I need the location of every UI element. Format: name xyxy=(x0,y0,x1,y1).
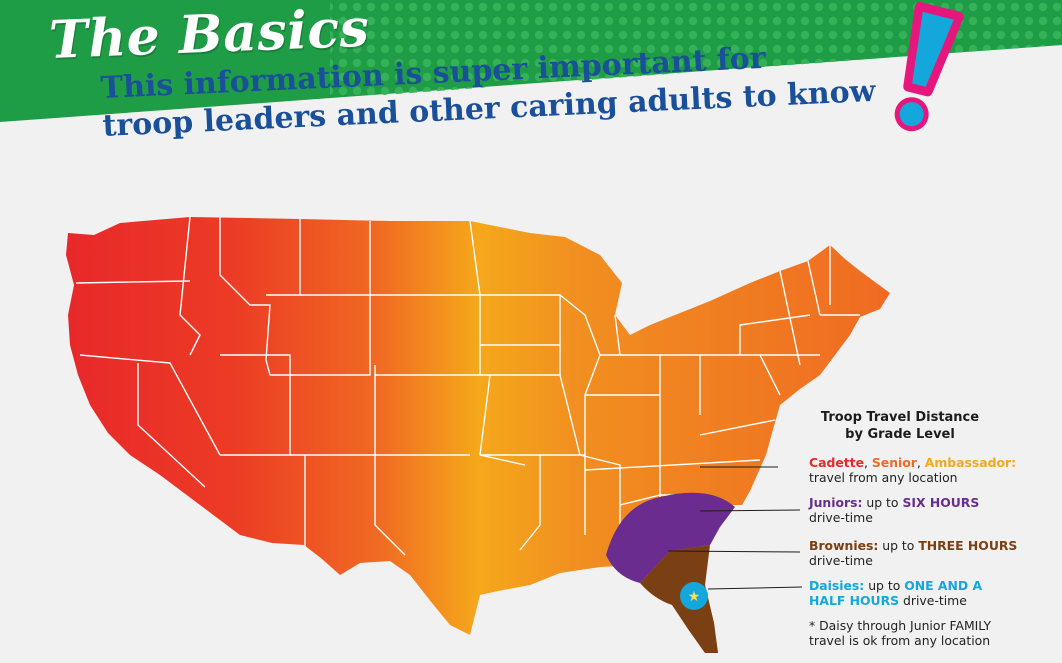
legend-daisies-label: Daisies: xyxy=(809,578,865,593)
legend-entry-juniors: Juniors: up to SIX HOURS drive-time xyxy=(809,495,980,525)
header-banner xyxy=(0,0,1062,122)
legend-entry-cadette-senior-ambassador: Cadette, Senior, Ambassador: travel from… xyxy=(809,455,1017,485)
legend-cadette-text: travel from any location xyxy=(809,470,958,485)
leader-line-brownies xyxy=(667,550,801,553)
us-travel-map: ★ xyxy=(66,217,890,653)
legend-cadette-label: Cadette xyxy=(809,455,864,470)
daisies-range-area xyxy=(680,582,708,610)
legend-senior-label: Senior xyxy=(871,455,917,470)
legend-entry-daisies: Daisies: up to ONE AND A HALF HOURS driv… xyxy=(809,578,983,608)
legend-juniors-emphasis: SIX HOURS xyxy=(902,495,980,510)
legend-title-line-2: by Grade Level xyxy=(845,427,955,442)
home-star-icon: ★ xyxy=(688,589,701,605)
leader-line-juniors xyxy=(699,509,801,512)
exclamation-icon xyxy=(894,2,964,132)
legend-entry-brownies: Brownies: up to THREE HOURS drive-time xyxy=(809,538,1018,568)
legend-daisies-emphasis: ONE AND A HALF HOURS xyxy=(809,578,983,608)
legend-juniors-label: Juniors: xyxy=(809,495,863,510)
legend-footnote: * Daisy through Junior FAMILY travel is … xyxy=(809,618,992,648)
leader-line-daisies xyxy=(707,586,803,590)
legend-brownies-label: Brownies: xyxy=(809,538,879,553)
legend-title-line-1: Troop Travel Distance xyxy=(820,410,980,425)
legend-brownies-emphasis: THREE HOURS xyxy=(918,538,1018,553)
brownies-range-area xyxy=(640,545,718,653)
legend-ambassador-label: Ambassador: xyxy=(924,455,1017,470)
juniors-range-area xyxy=(606,492,735,583)
